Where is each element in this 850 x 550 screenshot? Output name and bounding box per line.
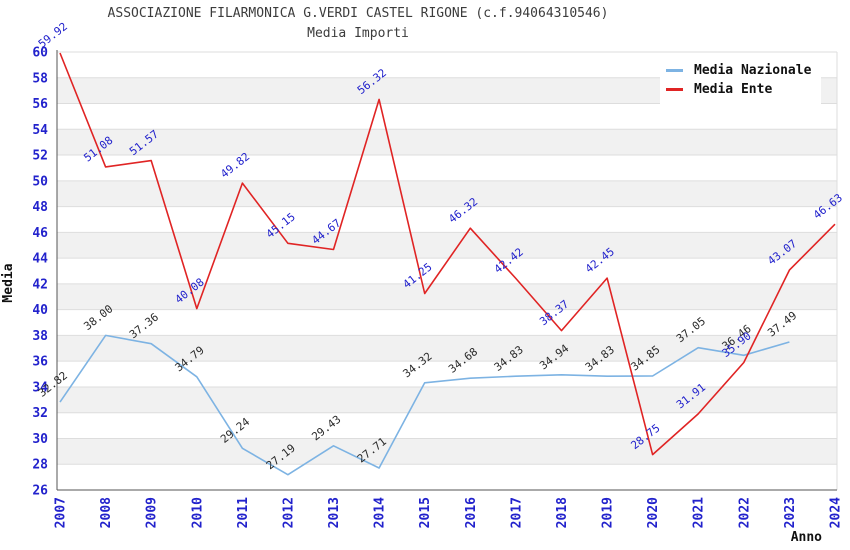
y-tick-label: 56 <box>32 97 48 112</box>
y-tick-label: 60 <box>32 46 48 61</box>
y-tick-label: 52 <box>32 149 48 164</box>
legend-line-swatch-nazionale <box>666 69 683 72</box>
grid-band <box>57 232 837 259</box>
legend-line-swatch-ente <box>666 88 683 91</box>
legend-item-media-nazionale: Media Nazionale <box>666 61 811 80</box>
x-tick-label: 2011 <box>236 497 251 528</box>
y-tick-label: 26 <box>32 484 48 499</box>
chart-subtitle: Media Importi <box>307 26 409 41</box>
x-tick-label: 2014 <box>373 497 388 528</box>
x-tick-label: 2024 <box>829 497 844 528</box>
grid-band <box>57 129 837 156</box>
y-tick-label: 44 <box>32 252 48 267</box>
data-point-label: 59.92 <box>36 20 70 51</box>
x-tick-label: 2010 <box>190 497 205 528</box>
x-tick-label: 2017 <box>509 497 524 528</box>
x-tick-label: 2015 <box>418 497 433 528</box>
x-axis-title: Anno <box>791 530 822 545</box>
legend-label: Media Ente <box>694 82 773 97</box>
x-tick-label: 2016 <box>464 497 479 528</box>
x-tick-label: 2013 <box>327 497 342 528</box>
y-axis-title: Media <box>1 263 16 302</box>
y-tick-label: 38 <box>32 329 48 344</box>
x-tick-label: 2023 <box>783 497 798 528</box>
y-tick-label: 28 <box>32 458 48 473</box>
x-tick-label: 2007 <box>54 497 69 528</box>
x-tick-label: 2020 <box>646 497 661 528</box>
x-tick-label: 2019 <box>601 497 616 528</box>
grid-band <box>57 283 837 310</box>
legend-label: Media Nazionale <box>694 63 812 78</box>
x-tick-label: 2008 <box>99 497 114 528</box>
grid-band <box>57 335 837 362</box>
series-line-media-nazionale <box>59 334 790 476</box>
x-tick-label: 2018 <box>555 497 570 528</box>
x-tick-label: 2009 <box>145 497 160 528</box>
y-tick-label: 32 <box>32 406 48 421</box>
grid-band <box>57 386 837 413</box>
chart-title: ASSOCIAZIONE FILARMONICA G.VERDI CASTEL … <box>107 6 609 21</box>
chart-legend: Media Nazionale Media Ente <box>660 56 822 104</box>
y-tick-label: 58 <box>32 71 48 86</box>
y-tick-label: 54 <box>32 123 48 138</box>
y-tick-label: 34 <box>32 380 48 395</box>
y-tick-label: 30 <box>32 432 48 447</box>
x-tick-label: 2021 <box>692 497 707 528</box>
grid-band <box>57 180 837 207</box>
y-tick-label: 36 <box>32 355 48 370</box>
y-tick-label: 50 <box>32 174 48 189</box>
x-tick-label: 2012 <box>281 497 296 528</box>
legend-item-media-ente: Media Ente <box>666 80 811 99</box>
series-line-media-ente <box>59 52 836 456</box>
x-tick-label: 2022 <box>737 497 752 528</box>
y-tick-label: 48 <box>32 200 48 215</box>
y-tick-label: 42 <box>32 277 48 292</box>
grid-band <box>57 438 837 465</box>
y-tick-label: 46 <box>32 226 48 241</box>
y-tick-label: 40 <box>32 303 48 318</box>
